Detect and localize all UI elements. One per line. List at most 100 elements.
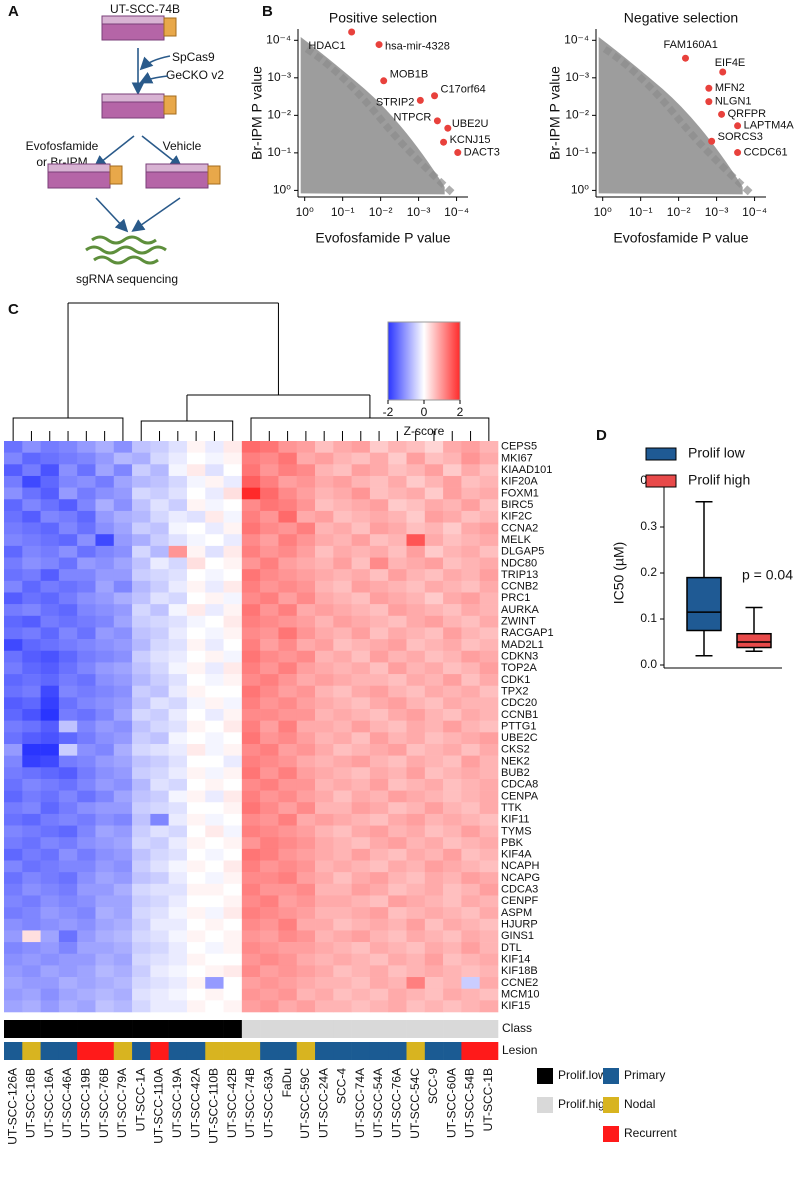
heatmap-cell	[205, 813, 224, 826]
row-label: HJURP	[501, 919, 538, 931]
heatmap-cell	[223, 534, 243, 547]
heatmap-cell	[461, 790, 481, 803]
heatmap-cell	[132, 569, 151, 582]
heatmap-cell	[424, 662, 444, 675]
heatmap-cell	[479, 487, 499, 500]
heatmap-cell	[241, 918, 261, 931]
heatmap-cell	[58, 907, 78, 920]
heatmap-cell	[296, 487, 316, 500]
heatmap-cell	[369, 988, 389, 1001]
heatmap-cell	[278, 639, 298, 652]
heatmap-cell	[186, 848, 206, 861]
heatmap-cell	[186, 965, 206, 978]
heatmap-cell	[461, 604, 481, 617]
heatmap-cell	[168, 872, 188, 885]
heatmap-cell	[150, 802, 169, 815]
heatmap-cell	[168, 720, 188, 733]
heatmap-cell	[443, 557, 462, 570]
heatmap-cell	[95, 930, 115, 943]
heatmap-cell	[296, 837, 316, 850]
heatmap-cell	[77, 569, 96, 582]
heatmap-cell	[241, 627, 261, 640]
heatmap-cell	[315, 720, 334, 733]
heatmap-cell	[4, 464, 23, 477]
heatmap-cell	[223, 522, 243, 535]
heatmap-cell	[315, 755, 334, 768]
heatmap-cell	[333, 534, 352, 547]
heatmap-cell	[113, 755, 133, 768]
track-cell	[241, 1042, 261, 1060]
y-axis-label: IC50 (µM)	[611, 542, 627, 605]
heatmap-cell	[168, 918, 188, 931]
heatmap-cell	[351, 557, 371, 570]
heatmap-cell	[388, 895, 407, 908]
heatmap-cell	[95, 592, 115, 605]
heatmap-cell	[260, 732, 279, 745]
heatmap-cell	[22, 580, 41, 593]
heatmap-cell	[443, 650, 462, 663]
heatmap-cell	[333, 743, 352, 756]
row-label: KIAAD101	[501, 464, 552, 476]
colorbar-tick-label: -2	[383, 405, 394, 419]
heatmap-cell	[241, 441, 261, 453]
row-label: PTTG1	[501, 720, 536, 732]
heatmap-cell	[424, 895, 444, 908]
heatmap-cell	[406, 662, 426, 675]
heatmap-cell	[77, 510, 96, 523]
column-label: UT-SCC-16A	[42, 1068, 56, 1138]
heatmap-cell	[223, 743, 243, 756]
heatmap-cell	[168, 510, 188, 523]
heatmap-cell	[424, 907, 444, 920]
heatmap-cell	[40, 942, 60, 955]
row-label: FOXM1	[501, 487, 539, 499]
heatmap-cell	[333, 592, 352, 605]
heatmap-cell	[296, 522, 316, 535]
heatmap-cell	[296, 977, 316, 989]
heatmap-cell	[40, 965, 60, 978]
heatmap-cell	[186, 907, 206, 920]
heatmap-cell	[95, 953, 115, 966]
track-cell	[406, 1020, 426, 1038]
heatmap-cell	[150, 813, 169, 826]
heatmap-cell	[406, 988, 426, 1001]
heatmap-cell	[296, 569, 316, 582]
heatmap-cell	[351, 942, 371, 955]
heatmap-cell	[479, 662, 499, 675]
heatmap-cell	[95, 825, 115, 838]
colorbar-tick-label: 2	[457, 405, 464, 419]
heatmap-cell	[22, 965, 41, 978]
heatmap-cell	[388, 534, 407, 547]
point-label: DACT3	[464, 146, 500, 158]
heatmap-cell	[333, 650, 352, 663]
heatmap-cell	[205, 872, 224, 885]
heatmap-cell	[296, 441, 316, 453]
heatmap-cell	[77, 580, 96, 593]
heatmap-cell	[150, 592, 169, 605]
heatmap-cell	[296, 988, 316, 1001]
heatmap-cell	[22, 569, 41, 582]
heatmap-cell	[77, 778, 96, 791]
heatmap-cell	[77, 615, 96, 628]
heatmap-cell	[296, 720, 316, 733]
heatmap-cell	[315, 837, 334, 850]
legend-swatch	[603, 1068, 619, 1084]
heatmap-cell	[315, 953, 334, 966]
heatmap-cell	[388, 697, 407, 710]
heatmap-cell	[278, 464, 298, 477]
heatmap-cell	[351, 732, 371, 745]
heatmap-cell	[461, 953, 481, 966]
heatmap-cell	[77, 767, 96, 780]
heatmap-cell	[186, 522, 206, 535]
heatmap-cell	[406, 441, 426, 453]
heatmap-cell	[406, 755, 426, 768]
heatmap-cell	[77, 732, 96, 745]
heatmap-cell	[113, 685, 133, 698]
row-label: ASPM	[501, 907, 532, 919]
heatmap-cell	[95, 743, 115, 756]
heatmap-cell	[40, 743, 60, 756]
row-label: CCNB2	[501, 581, 538, 593]
heatmap-cell	[168, 580, 188, 593]
heatmap-cell	[296, 627, 316, 640]
heatmap-cell	[461, 452, 481, 465]
heatmap-cell	[479, 930, 499, 943]
